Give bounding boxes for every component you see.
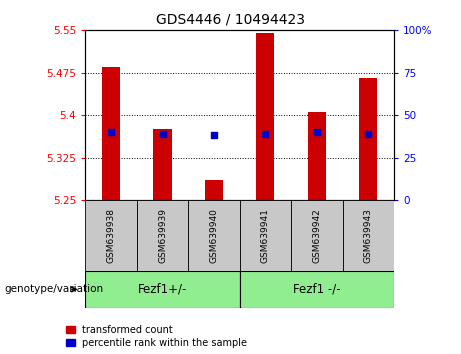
Text: Fezf1+/-: Fezf1+/- — [138, 283, 187, 296]
Bar — [308, 112, 326, 200]
Text: GSM639943: GSM639943 — [364, 208, 373, 263]
Text: genotype/variation: genotype/variation — [5, 284, 104, 295]
Bar — [188, 200, 240, 271]
Legend: transformed count, percentile rank within the sample: transformed count, percentile rank withi… — [65, 324, 248, 349]
Text: GSM639942: GSM639942 — [313, 208, 321, 263]
Point — [262, 131, 269, 137]
Bar — [85, 271, 240, 308]
Bar — [240, 200, 291, 271]
Text: GSM639939: GSM639939 — [158, 208, 167, 263]
Bar — [137, 200, 188, 271]
Bar — [154, 129, 171, 200]
Bar — [102, 67, 120, 200]
Bar — [256, 33, 274, 200]
Text: GSM639941: GSM639941 — [261, 208, 270, 263]
Bar — [240, 271, 394, 308]
Point — [365, 131, 372, 137]
Bar — [291, 200, 343, 271]
Bar — [360, 78, 378, 200]
Point — [313, 129, 320, 135]
Point — [159, 131, 166, 137]
Text: GSM639938: GSM639938 — [106, 208, 116, 263]
Text: GDS4446 / 10494423: GDS4446 / 10494423 — [156, 12, 305, 27]
Bar — [85, 200, 137, 271]
Bar — [205, 180, 223, 200]
Text: Fezf1 -/-: Fezf1 -/- — [293, 283, 341, 296]
Bar — [343, 200, 394, 271]
Point — [210, 133, 218, 138]
Point — [107, 129, 115, 135]
Text: GSM639940: GSM639940 — [209, 208, 219, 263]
